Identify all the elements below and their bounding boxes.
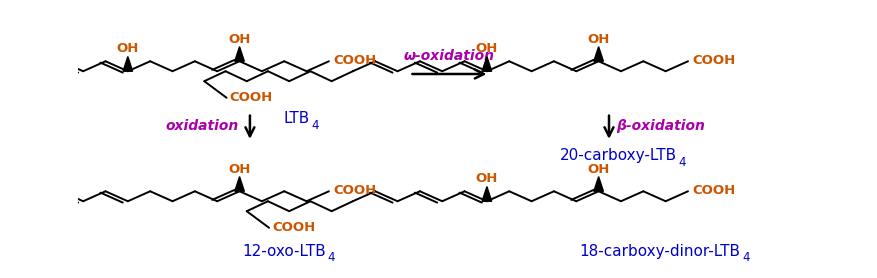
Polygon shape	[482, 187, 492, 201]
Text: COOH: COOH	[692, 54, 735, 67]
Text: OH: OH	[475, 43, 498, 56]
Text: 18-carboxy-dinor-LTB: 18-carboxy-dinor-LTB	[580, 244, 741, 259]
Text: OH: OH	[588, 163, 610, 175]
Text: OH: OH	[117, 43, 139, 56]
Text: COOH: COOH	[692, 184, 735, 197]
Polygon shape	[235, 177, 245, 191]
Text: 20-carboxy-LTB: 20-carboxy-LTB	[560, 148, 677, 163]
Text: COOH: COOH	[333, 54, 376, 67]
Polygon shape	[482, 56, 492, 71]
Text: 12-oxo-LTB: 12-oxo-LTB	[242, 244, 325, 259]
Text: β-oxidation: β-oxidation	[617, 119, 705, 133]
Polygon shape	[123, 56, 132, 71]
Polygon shape	[235, 47, 245, 61]
Polygon shape	[594, 47, 603, 61]
Text: COOH: COOH	[333, 184, 376, 197]
Text: COOH: COOH	[272, 221, 316, 234]
Text: OH: OH	[228, 163, 251, 175]
Text: OH: OH	[588, 33, 610, 46]
Text: 4: 4	[742, 251, 750, 264]
Text: OH: OH	[475, 172, 498, 185]
Text: 4: 4	[311, 119, 319, 132]
Text: LTB: LTB	[283, 111, 310, 126]
Text: 4: 4	[679, 156, 686, 169]
Text: OH: OH	[228, 33, 251, 46]
Text: COOH: COOH	[230, 91, 273, 104]
Polygon shape	[594, 177, 603, 191]
Text: oxidation: oxidation	[166, 119, 239, 133]
Text: 4: 4	[327, 251, 335, 264]
Text: ω-oxidation: ω-oxidation	[404, 49, 495, 63]
